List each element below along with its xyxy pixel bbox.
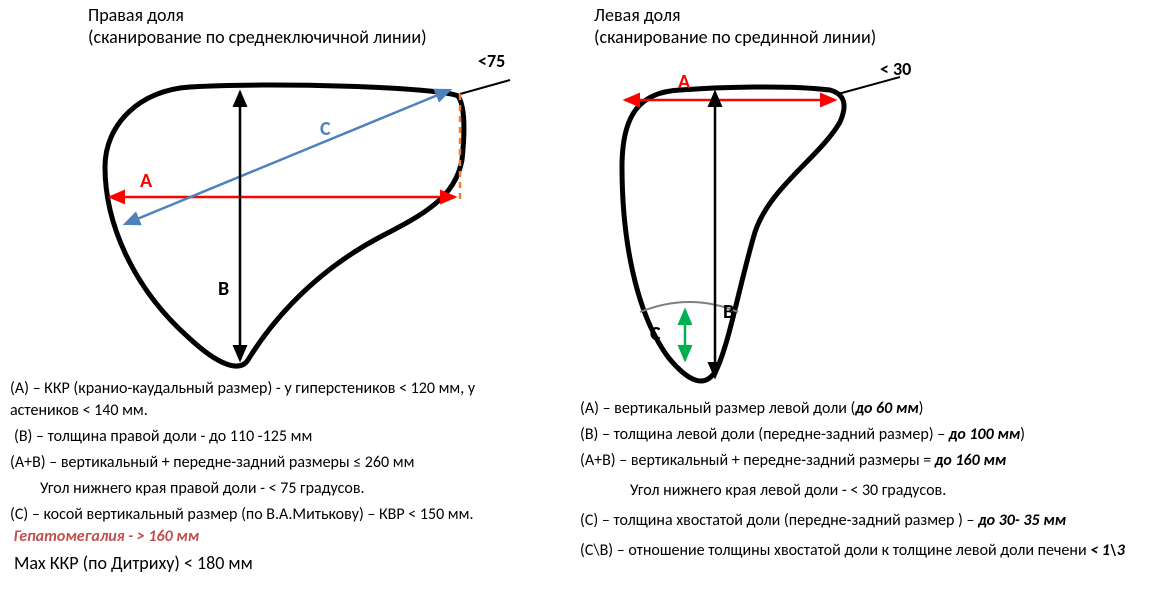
desc-c: (C) – косой вертикальный размер (по В.А.…: [10, 504, 550, 548]
title-text: Правая доля: [88, 4, 184, 26]
left-lobe-title: Левая доля (сканирование по срединной ли…: [594, 4, 876, 48]
label-a: A: [140, 169, 152, 193]
angle-line: [460, 80, 510, 94]
title-subtext: (сканирование по срединной линии): [594, 26, 876, 48]
t: (B) – толщина левой доли (передне-задний…: [580, 425, 949, 444]
t: до 60 мм: [855, 399, 918, 418]
desc-cb: (C\B) – отношение толщины хвостатой доли…: [580, 540, 1150, 562]
t: (A) – вертикальный размер левой доли (: [580, 399, 855, 418]
t: (C) – толщина хвостатой доли (передне-за…: [580, 511, 978, 530]
t: ): [919, 399, 924, 418]
label-b: B: [218, 277, 229, 301]
label-c: C: [320, 117, 331, 141]
right-lobe-svg: [70, 52, 530, 392]
desc-a: (A) – ККР (кранио-каудальный размер) - у…: [10, 378, 520, 422]
angle-label: <75: [478, 50, 505, 72]
desc-c: (C) – толщина хвостатой доли (передне-за…: [580, 510, 1066, 532]
t: ): [1020, 425, 1025, 444]
desc-angle: Угол нижнего края правой доли - < 75 гра…: [40, 478, 365, 500]
right-lobe-title: Правая доля (сканирование по среднеключи…: [88, 4, 427, 48]
desc-angle: Угол нижнего края левой доли - < 30 град…: [630, 480, 946, 502]
arrow-c: [125, 90, 450, 224]
t: (A+B) – вертикальный + передне-задний ра…: [580, 451, 935, 470]
page: Правая доля (сканирование по среднеключи…: [0, 0, 1165, 589]
desc-ab: (A+B) – вертикальный + передне-задний ра…: [10, 452, 414, 474]
left-lobe-diagram: A B C < 30: [580, 52, 1010, 372]
t: (C\B) – отношение толщины хвостатой доли…: [580, 541, 1090, 560]
label-a: A: [678, 70, 690, 94]
left-lobe-svg: [580, 52, 1010, 402]
title-text: Левая доля: [594, 4, 681, 26]
liver-outline: [105, 85, 464, 366]
t: до 160 мм: [935, 451, 1006, 470]
label-b: B: [723, 300, 734, 324]
desc-b: (B) – толщина правой доли - до 110 -125 …: [14, 426, 312, 448]
desc-max-kkr: Max ККР (по Дитриху) < 180 мм: [14, 552, 253, 574]
t: до 30- 35 мм: [978, 511, 1066, 530]
title-subtext: (сканирование по среднеключичной линии): [88, 26, 427, 48]
t: до 100 мм: [949, 425, 1020, 444]
label-c: C: [650, 322, 661, 346]
angle-label: < 30: [880, 58, 911, 80]
desc-ab: (A+B) – вертикальный + передне-задний ра…: [580, 450, 1006, 472]
desc-hepato: Гепатомегалия - > 160 мм: [14, 527, 200, 546]
desc-a: (A) – вертикальный размер левой доли (до…: [580, 398, 924, 420]
desc-c-text: (C) – косой вертикальный размер (по В.А.…: [10, 505, 473, 524]
right-lobe-diagram: A B C <75: [70, 52, 530, 372]
desc-b: (B) – толщина левой доли (передне-задний…: [580, 424, 1025, 446]
t: < 1\3: [1090, 541, 1125, 560]
